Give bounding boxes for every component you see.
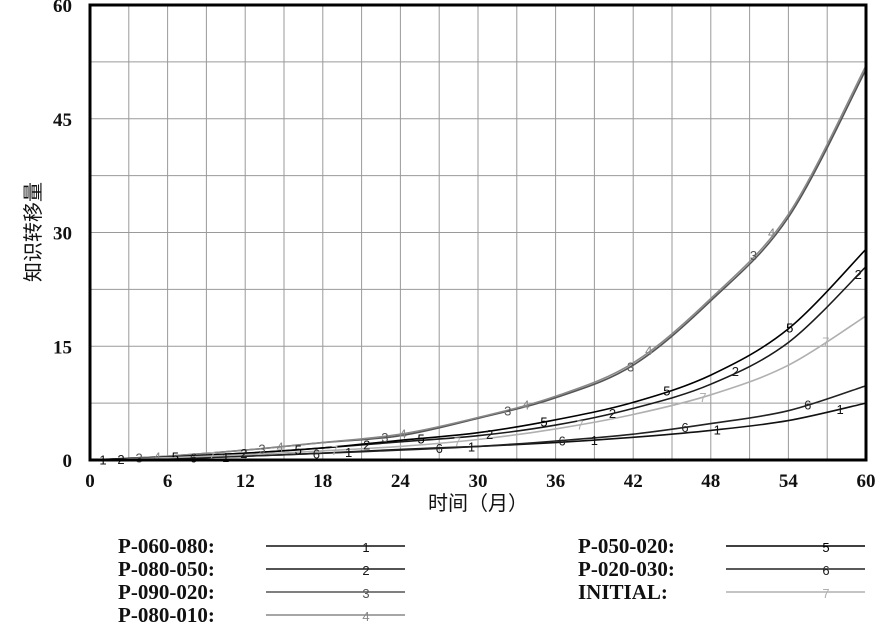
x-tick-labels: 0 6 12 18 24 30 36 42 48 54 60: [85, 471, 875, 492]
series-marker-4: 4: [768, 226, 775, 241]
x-tick-label: 30: [469, 471, 488, 492]
series-marker-7: 7: [822, 334, 829, 349]
legend-item-2: P-080-050: 2: [118, 557, 405, 581]
series-marker-6: 6: [804, 397, 811, 412]
series-marker-7: 7: [699, 390, 706, 405]
y-tick-label: 0: [63, 451, 73, 472]
y-tick-label: 45: [53, 110, 72, 131]
series-marker-2: 2: [363, 437, 370, 452]
x-axis-label: 时间（月）: [428, 491, 528, 515]
series-marker-5: 5: [663, 384, 670, 399]
y-tick-label: 30: [53, 224, 72, 245]
legend-marker: 6: [822, 563, 829, 578]
legend-label: P-050-020:: [578, 534, 675, 558]
legend-marker: 3: [362, 586, 369, 601]
x-tick-label: 12: [236, 471, 255, 492]
legend-label: P-080-050:: [118, 557, 215, 581]
series-marker-3: 3: [627, 359, 634, 374]
y-tick-label: 60: [53, 0, 72, 17]
series-marker-3: 3: [136, 451, 143, 466]
x-tick-label: 24: [391, 471, 411, 492]
series-marker-3: 3: [504, 403, 511, 418]
legend-item-6: P-020-030: 6: [578, 557, 865, 581]
series-marker-6: 6: [190, 451, 197, 466]
legend-label: P-020-030:: [578, 557, 675, 581]
series-line-6: [89, 384, 867, 461]
series-marker-2: 2: [240, 446, 247, 461]
legend-item-5: P-050-020: 5: [578, 534, 865, 558]
legend-item-4: P-080-010: 4: [118, 603, 405, 627]
series-line-5: [89, 248, 867, 461]
legend-marker: 4: [362, 609, 369, 624]
x-tick-label: 60: [857, 471, 876, 492]
series-marker-4: 4: [154, 450, 161, 465]
series-marker-2: 2: [855, 267, 862, 282]
x-tick-label: 48: [701, 471, 720, 492]
series-lines: [89, 65, 867, 461]
series-marker-7: 7: [577, 417, 584, 432]
legend-item-1: P-060-080: 1: [118, 534, 405, 558]
series-marker-7: 7: [208, 449, 215, 464]
legend-label: P-060-080:: [118, 534, 215, 558]
series-marker-6: 6: [313, 446, 320, 461]
series-marker-5: 5: [786, 320, 793, 335]
series-marker-4: 4: [522, 397, 529, 412]
series-marker-2: 2: [486, 427, 493, 442]
x-tick-label: 6: [163, 471, 173, 492]
x-tick-label: 42: [624, 471, 643, 492]
legend-label: P-080-010:: [118, 603, 215, 627]
legend-label: P-090-020:: [118, 580, 215, 604]
grid-lines: [89, 4, 867, 461]
series-marker-1: 1: [222, 450, 229, 465]
legend-marker: 1: [362, 540, 369, 555]
series-marker-2: 2: [609, 406, 616, 421]
legend: P-060-080: 1 P-080-050: 2 P-090-020: 3 P-080-0…: [118, 534, 865, 627]
legend-marker: 7: [822, 586, 829, 601]
series-marker-4: 4: [399, 427, 406, 442]
series-marker-5: 5: [172, 450, 179, 465]
series-marker-1: 1: [591, 433, 598, 448]
series-marker-6: 6: [558, 433, 565, 448]
series-marker-3: 3: [258, 441, 265, 456]
x-tick-label: 54: [779, 471, 799, 492]
series-marker-5: 5: [540, 415, 547, 430]
series-marker-3: 3: [750, 248, 757, 263]
x-tick-label: 36: [546, 471, 565, 492]
series-marker-1: 1: [714, 423, 721, 438]
series-marker-5: 5: [295, 443, 302, 458]
series-marker-6: 6: [436, 441, 443, 456]
series-marker-1: 1: [345, 445, 352, 460]
series-marker-3: 3: [381, 430, 388, 445]
series-marker-2: 2: [732, 364, 739, 379]
series-line-4: [89, 65, 867, 461]
series-marker-6: 6: [681, 420, 688, 435]
legend-item-3: P-090-020: 3: [118, 580, 405, 604]
series-marker-5: 5: [417, 431, 424, 446]
x-tick-label: 18: [313, 471, 332, 492]
legend-marker: 5: [822, 540, 829, 555]
y-axis-label: 知识转移量: [21, 182, 45, 282]
series-line-7: [89, 315, 867, 461]
legend-marker: 2: [362, 563, 369, 578]
y-tick-label: 15: [53, 337, 72, 358]
series-marker-7: 7: [454, 434, 461, 449]
series-marker-4: 4: [645, 343, 652, 358]
legend-item-7: INITIAL: 7: [578, 580, 865, 604]
x-tick-label: 0: [85, 471, 95, 492]
y-tick-labels: 0 15 30 45 60: [53, 0, 72, 472]
series-marker-4: 4: [277, 440, 284, 455]
series-marker-1: 1: [468, 440, 475, 455]
series-marker-7: 7: [331, 443, 338, 458]
legend-label: INITIAL:: [578, 580, 668, 604]
plot-frame: [88, 3, 868, 462]
series-marker-1: 1: [837, 402, 844, 417]
